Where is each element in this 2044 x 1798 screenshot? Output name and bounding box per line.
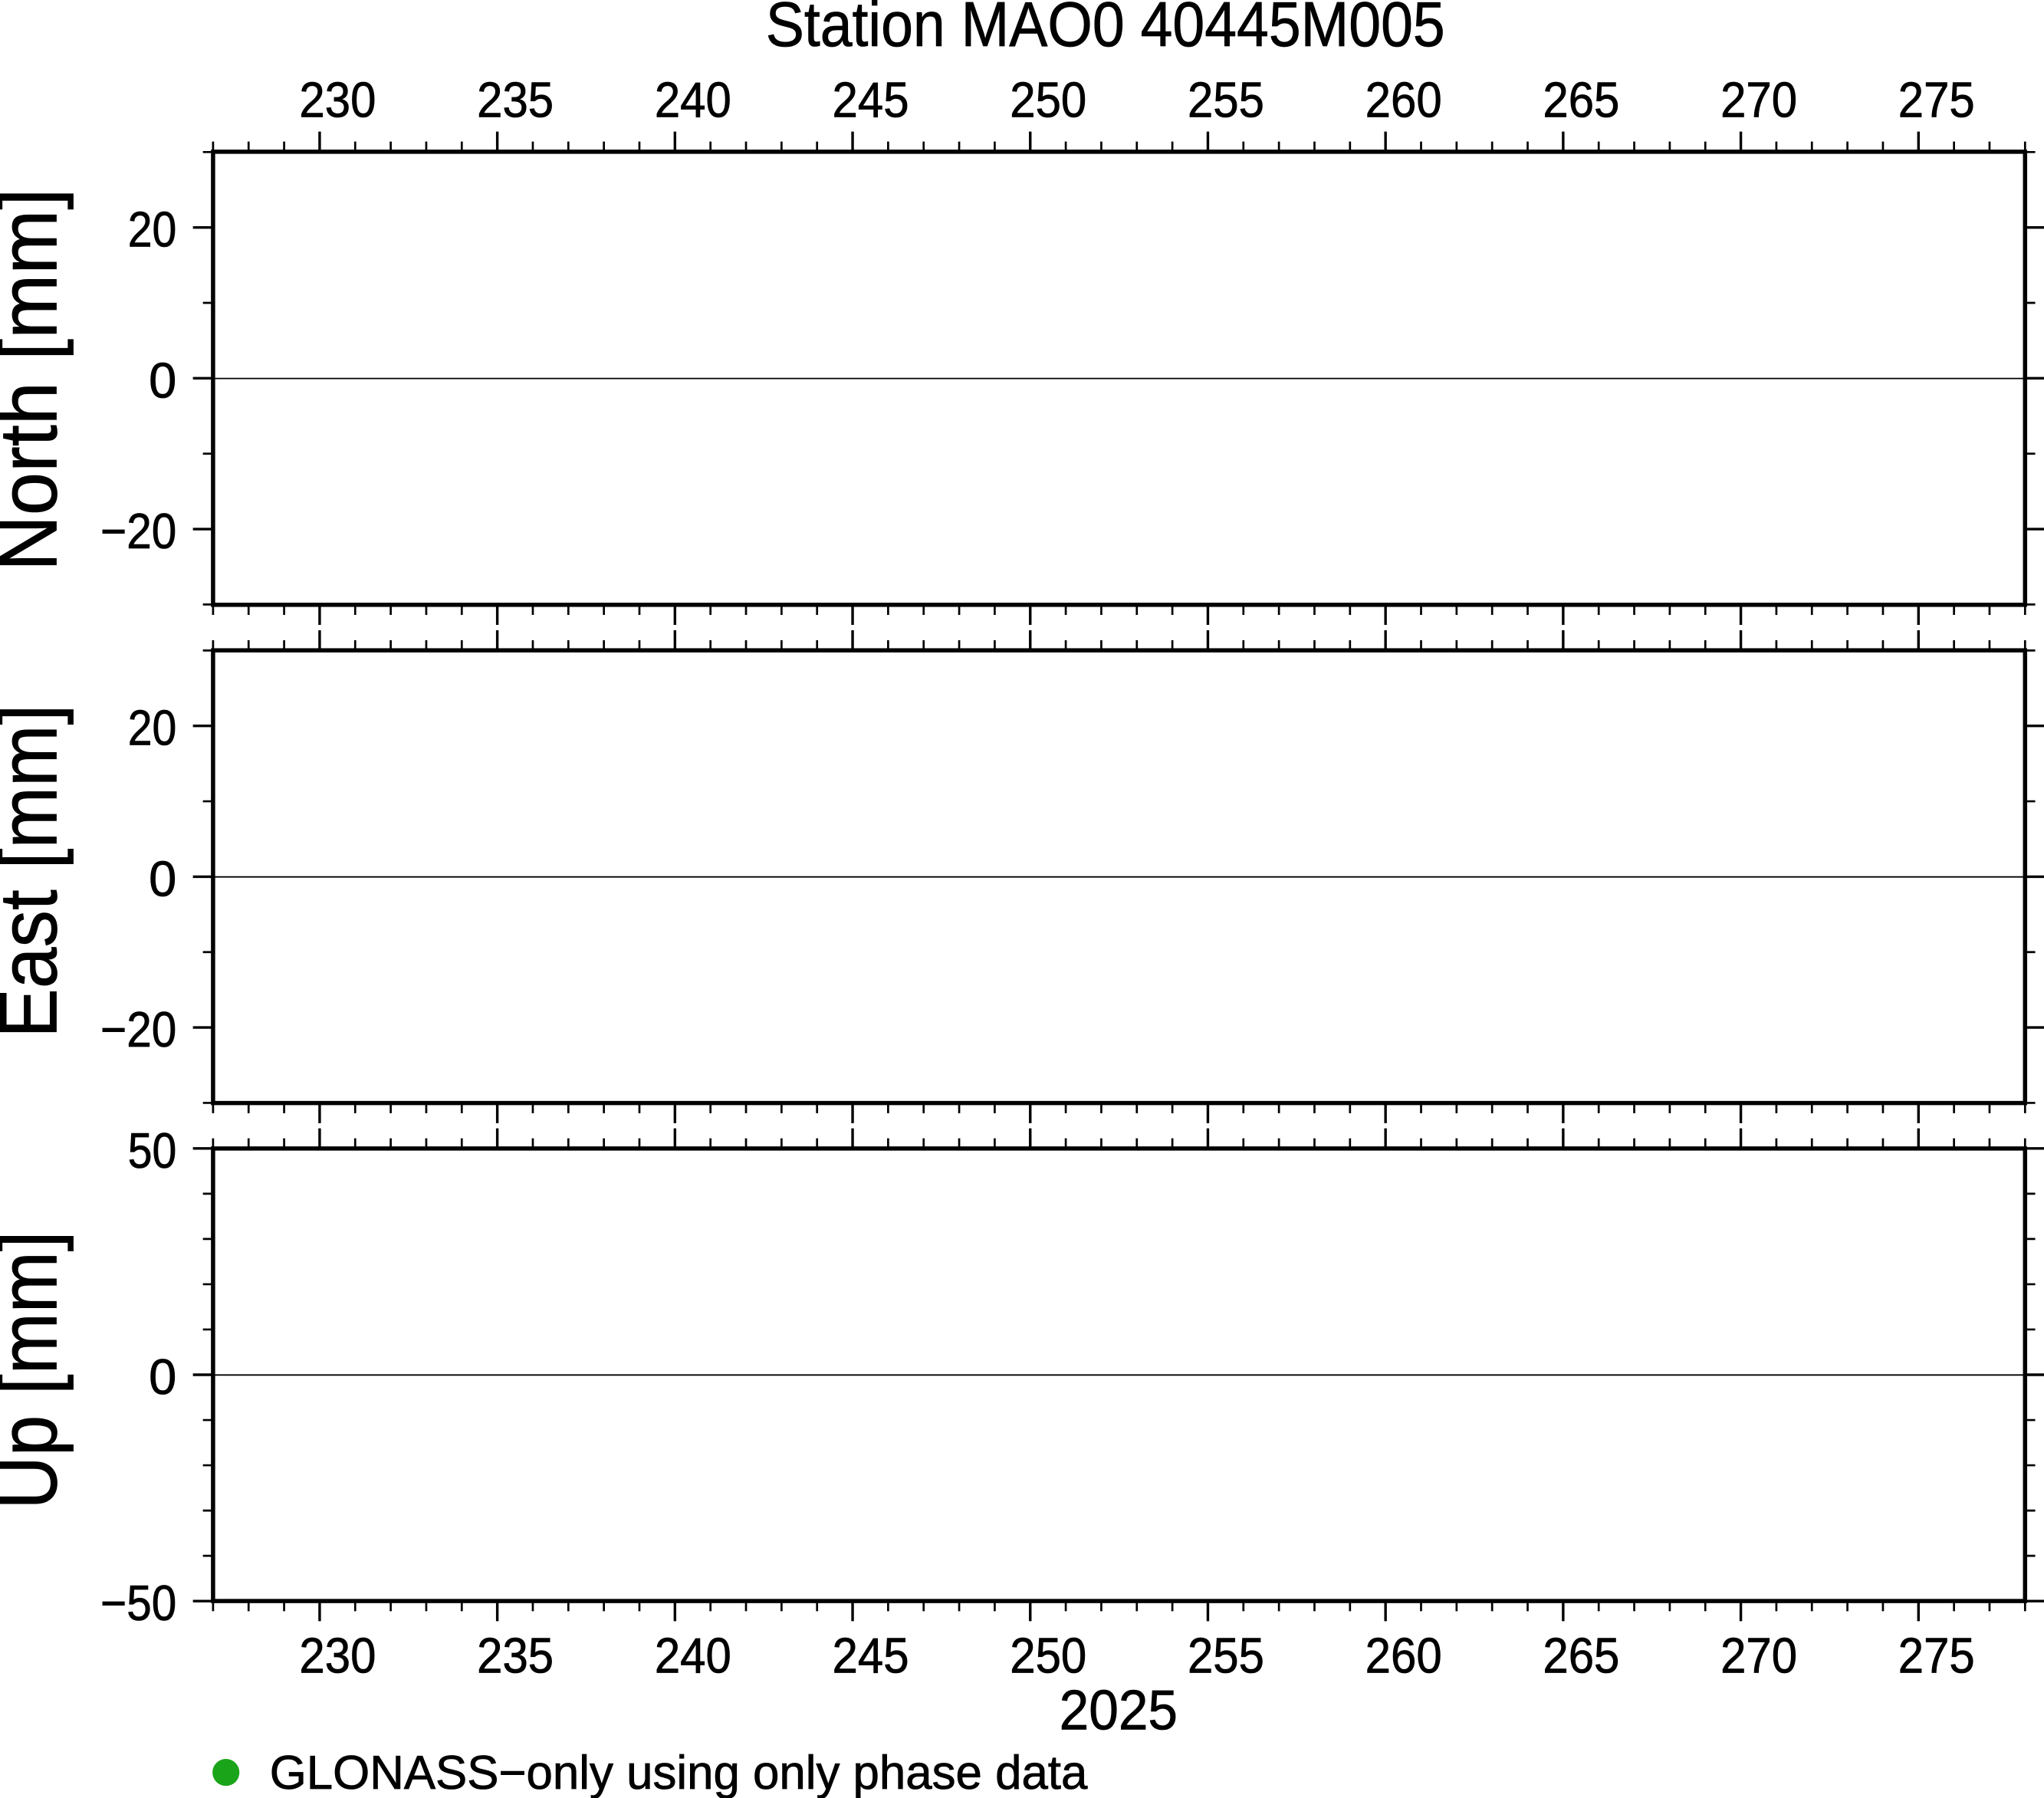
svg-text:230: 230: [299, 1627, 376, 1683]
svg-text:GLONASS−only using only phase: GLONASS−only using only phase data: [270, 1747, 1088, 1798]
svg-text:255: 255: [1188, 1627, 1264, 1683]
svg-text:20: 20: [128, 700, 177, 756]
svg-text:265: 265: [1543, 71, 1619, 127]
svg-text:0: 0: [149, 352, 176, 408]
svg-text:0: 0: [149, 850, 176, 906]
svg-text:270: 270: [1720, 71, 1797, 127]
svg-text:250: 250: [1010, 71, 1086, 127]
svg-text:Up [mm]: Up [mm]: [0, 1231, 74, 1510]
svg-text:260: 260: [1365, 1627, 1442, 1683]
svg-text:260: 260: [1365, 71, 1442, 127]
svg-text:Station MAO0 40445M005: Station MAO0 40445M005: [766, 0, 1445, 60]
svg-text:265: 265: [1543, 1627, 1619, 1683]
svg-text:250: 250: [1010, 1627, 1086, 1683]
svg-text:255: 255: [1188, 71, 1264, 127]
svg-text:50: 50: [128, 1123, 177, 1178]
svg-text:245: 245: [833, 1627, 909, 1683]
svg-text:−50: −50: [100, 1575, 176, 1631]
svg-text:240: 240: [655, 1627, 731, 1683]
svg-text:245: 245: [833, 71, 909, 127]
svg-text:230: 230: [299, 71, 376, 127]
svg-text:−20: −20: [100, 503, 176, 559]
svg-text:2025: 2025: [1060, 1678, 1178, 1741]
svg-text:−20: −20: [100, 1001, 176, 1057]
svg-text:20: 20: [128, 202, 177, 258]
svg-text:East [mm]: East [mm]: [0, 705, 74, 1038]
svg-text:0: 0: [149, 1349, 176, 1405]
svg-text:275: 275: [1898, 71, 1975, 127]
svg-text:235: 235: [477, 71, 554, 127]
svg-text:270: 270: [1720, 1627, 1797, 1683]
svg-text:North [mm]: North [mm]: [0, 189, 74, 572]
svg-text:240: 240: [655, 71, 731, 127]
svg-text:275: 275: [1898, 1627, 1975, 1683]
svg-text:235: 235: [477, 1627, 554, 1683]
